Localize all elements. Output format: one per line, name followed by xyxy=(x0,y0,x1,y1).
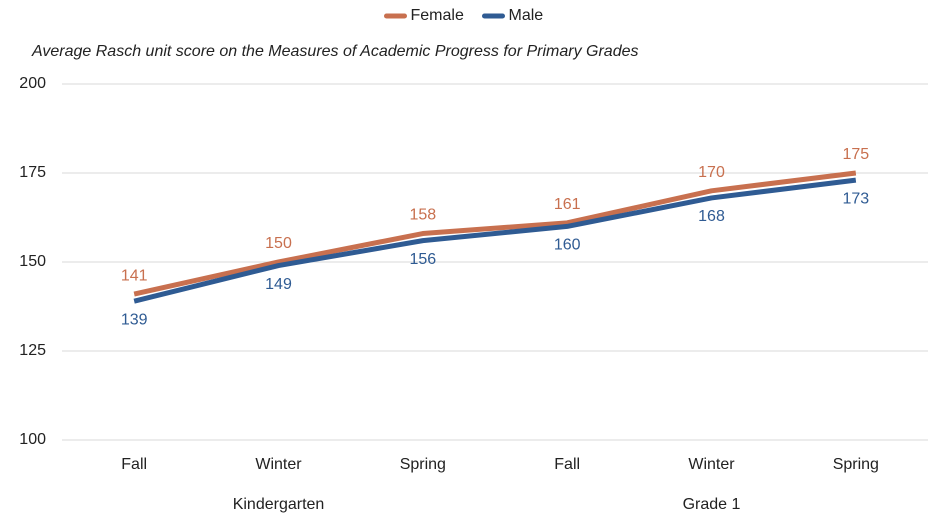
x-tick-label: Spring xyxy=(400,456,446,473)
y-tick-label: 125 xyxy=(19,342,46,359)
data-label: 161 xyxy=(554,196,581,213)
group-label: Kindergarten xyxy=(233,496,325,513)
data-label: 170 xyxy=(698,164,725,181)
data-label: 173 xyxy=(842,190,869,207)
x-tick-label: Spring xyxy=(833,456,879,473)
x-tick-label: Winter xyxy=(255,456,302,473)
data-label: 168 xyxy=(698,208,725,225)
data-label: 175 xyxy=(842,146,869,163)
data-label: 149 xyxy=(265,276,292,293)
x-tick-label: Fall xyxy=(121,456,147,473)
y-tick-label: 175 xyxy=(19,164,46,181)
series-line xyxy=(133,177,857,304)
legend-label: Male xyxy=(509,7,544,24)
chart-subtitle: Average Rasch unit score on the Measures… xyxy=(31,43,638,60)
y-tick-label: 150 xyxy=(19,253,46,270)
data-label: 158 xyxy=(409,207,436,224)
legend-label: Female xyxy=(411,7,464,24)
data-label: 139 xyxy=(121,311,148,328)
x-tick-label: Fall xyxy=(554,456,580,473)
x-tick-label: Winter xyxy=(688,456,735,473)
data-label: 150 xyxy=(265,235,292,252)
y-tick-label: 100 xyxy=(19,431,46,448)
data-label: 141 xyxy=(121,267,148,284)
data-label: 160 xyxy=(554,237,581,254)
y-tick-label: 200 xyxy=(19,75,46,92)
series-line xyxy=(133,170,857,297)
group-label: Grade 1 xyxy=(683,496,741,513)
data-label: 156 xyxy=(409,251,436,268)
